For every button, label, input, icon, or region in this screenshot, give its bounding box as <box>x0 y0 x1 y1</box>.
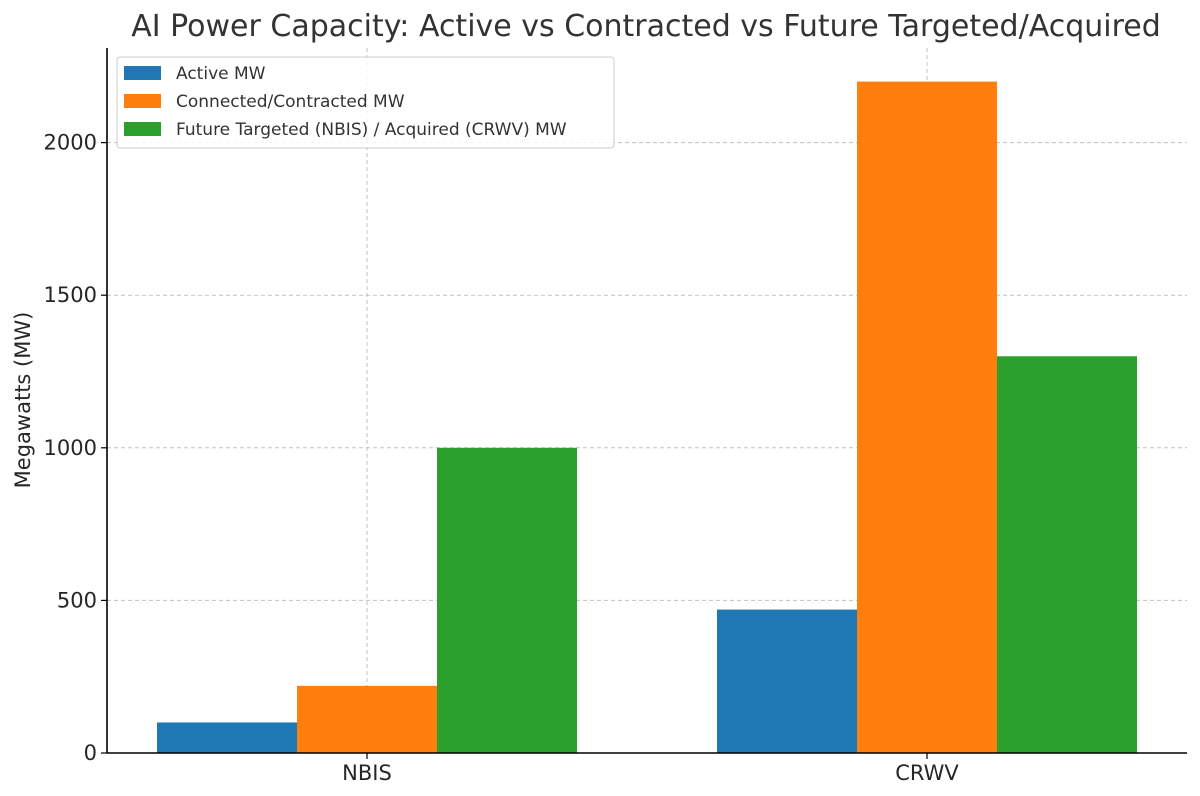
chart-title: AI Power Capacity: Active vs Contracted … <box>131 9 1161 44</box>
legend-label-3: Future Targeted (NBIS) / Acquired (CRWV)… <box>176 120 567 140</box>
bar-nbis-series-3 <box>437 447 577 753</box>
x-tick-label-nbis: NBIS <box>342 761 392 785</box>
x-tick-label-crwv: CRWV <box>895 761 959 785</box>
legend-swatch-3 <box>124 122 161 136</box>
bar-crwv-series-1 <box>717 609 857 753</box>
y-tick-label: 2000 <box>44 131 97 155</box>
y-tick-label: 1000 <box>44 436 97 460</box>
bar-nbis-series-2 <box>297 685 437 753</box>
y-tick-label: 500 <box>57 588 97 612</box>
legend-swatch-2 <box>124 94 161 108</box>
legend-label-1: Active MW <box>176 64 266 84</box>
legend-label-2: Connected/Contracted MW <box>176 92 405 112</box>
bar-crwv-series-2 <box>857 81 997 754</box>
axes: 0 500 1000 1500 2000 NBIS CRWV <box>44 48 1187 785</box>
y-tick-label: 1500 <box>44 283 97 307</box>
bar-crwv-series-3 <box>997 356 1137 753</box>
bar-nbis-series-1 <box>157 722 297 753</box>
legend-frame <box>116 56 615 149</box>
y-axis-label: Megawatts (MW) <box>11 312 35 489</box>
y-tick-label: 0 <box>84 741 97 765</box>
bars <box>157 81 1137 754</box>
legend: Active MW Connected/Contracted MW Future T… <box>116 56 615 149</box>
legend-swatch-1 <box>124 66 161 80</box>
